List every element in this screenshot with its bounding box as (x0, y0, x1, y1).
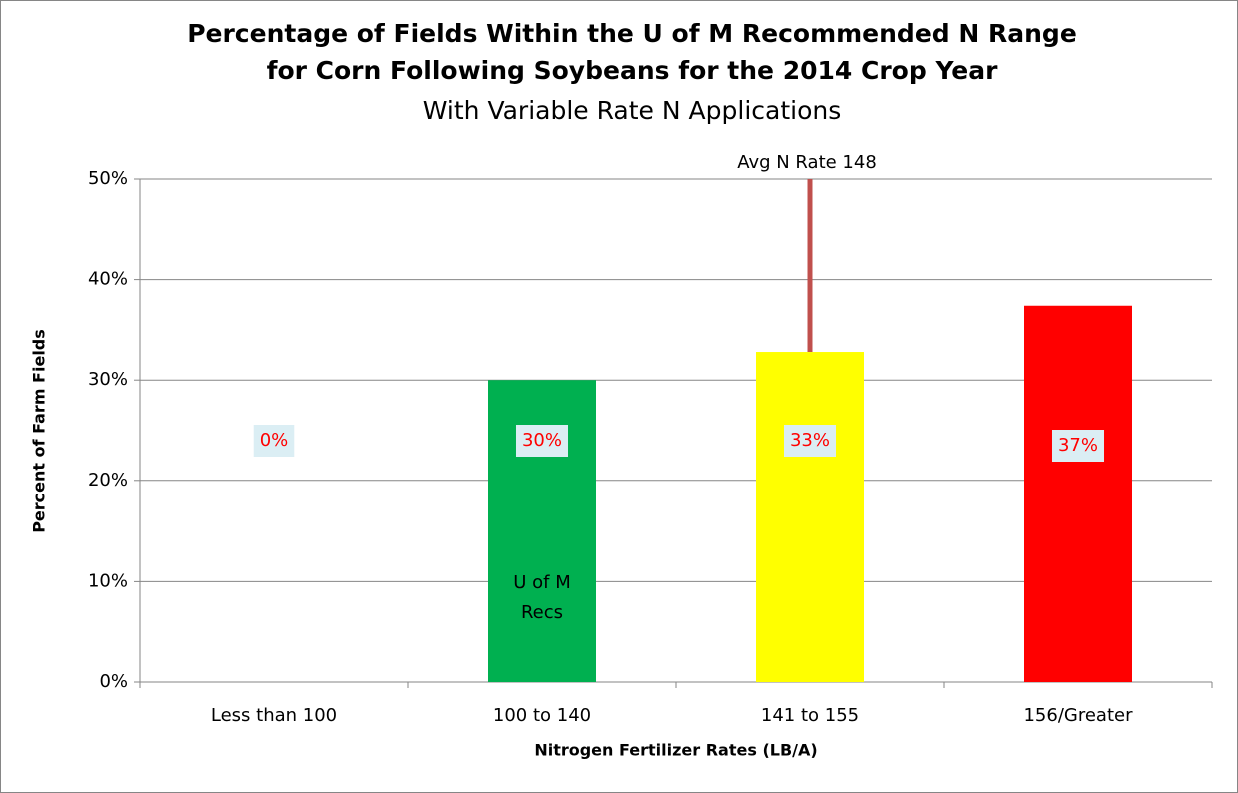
bar (756, 352, 864, 682)
data-label-text: 30% (522, 430, 562, 451)
x-tick-label: 156/Greater (1023, 705, 1133, 726)
data-label: 33% (783, 425, 837, 457)
data-label-text: 33% (790, 430, 830, 451)
data-label: 37% (1051, 430, 1105, 462)
y-axis-label: Percent of Farm Fields (30, 329, 49, 533)
bar (1024, 305, 1132, 682)
x-tick-label: Less than 100 (211, 705, 337, 726)
annotation: U of M (513, 572, 571, 593)
y-tick-label: 30% (88, 369, 128, 390)
data-label-bg (783, 425, 837, 457)
x-tick-label: 100 to 140 (493, 705, 591, 726)
data-label-bg (253, 425, 295, 457)
y-tick-label: 50% (88, 168, 128, 189)
data-label-text: 37% (1058, 435, 1098, 456)
chart-title: for Corn Following Soybeans for the 2014… (267, 56, 998, 85)
x-tick-label: 141 to 155 (761, 705, 859, 726)
annotation: Avg N Rate 148 (737, 152, 877, 173)
y-tick-label: 0% (99, 671, 128, 692)
data-label: 0% (253, 425, 295, 457)
y-tick-label: 40% (88, 269, 128, 290)
data-label-bg (515, 425, 569, 457)
y-tick-label: 20% (88, 470, 128, 491)
data-label: 30% (515, 425, 569, 457)
y-tick-label: 10% (88, 570, 128, 591)
data-label-text: 0% (260, 430, 289, 451)
annotation: Recs (521, 602, 563, 623)
data-label-bg (1051, 430, 1105, 462)
x-axis-label: Nitrogen Fertilizer Rates (LB/A) (534, 741, 817, 760)
chart-title: Percentage of Fields Within the U of M R… (187, 19, 1077, 48)
chart-subtitle: With Variable Rate N Applications (423, 96, 842, 125)
